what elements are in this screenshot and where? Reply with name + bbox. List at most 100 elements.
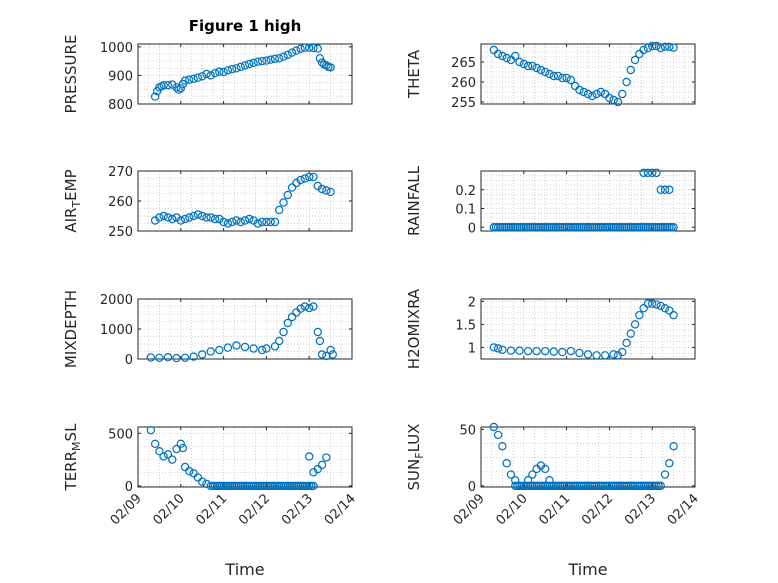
axes-frame: [137, 43, 353, 105]
data-point: [665, 459, 674, 468]
data-point: [163, 213, 173, 222]
data-point: [197, 211, 207, 221]
subplot-air_temp: 250 260 270 AIRTEMP: [62, 165, 353, 240]
data-point: [541, 464, 550, 474]
data-point: [553, 71, 563, 81]
data-point: [296, 44, 305, 54]
data-point: [579, 87, 588, 97]
data-point: [232, 341, 241, 350]
data-point: [309, 172, 318, 182]
y-tick-label: 0.2: [455, 184, 476, 199]
y-tick-label: 0: [125, 480, 133, 495]
data-point: [193, 73, 203, 82]
data-point: [174, 85, 183, 94]
grid-lines: [480, 44, 696, 104]
data-point: [322, 453, 331, 462]
data-point: [283, 50, 292, 60]
data-point: [223, 343, 233, 352]
data-point: [266, 55, 275, 64]
data-point: [583, 350, 593, 359]
data-point: [168, 80, 177, 89]
x-axis-label-right: Time: [567, 560, 607, 579]
data-point: [317, 184, 327, 194]
data-point: [660, 42, 670, 52]
y-tick-label: 900: [108, 69, 133, 84]
data-point: [626, 65, 636, 75]
data-point: [163, 80, 173, 90]
data-point: [253, 57, 263, 66]
data-point: [185, 75, 194, 84]
data-point: [305, 172, 314, 182]
axes-frame: [137, 426, 353, 488]
data-point: [206, 347, 215, 356]
y-tick-label: 0: [468, 480, 476, 495]
data-point: [240, 61, 250, 70]
data-point: [609, 350, 618, 359]
data-point: [206, 213, 215, 222]
data-point: [665, 42, 674, 52]
data-point: [635, 310, 644, 320]
subplot-theta: 255 260 265 THETA: [405, 41, 696, 111]
data-point: [257, 345, 267, 355]
y-axis-label: RAINFALL: [405, 165, 423, 236]
data-point: [583, 89, 593, 99]
data-point: [287, 183, 297, 192]
x-tick-label: 02/11: [536, 491, 573, 528]
data-point: [202, 213, 211, 222]
data-point: [558, 73, 567, 83]
data-point: [296, 304, 305, 313]
data-point: [232, 216, 241, 225]
data-point: [592, 351, 601, 360]
data-point: [159, 452, 168, 461]
y-axis-label: SUNFLUX: [405, 424, 426, 491]
data-point: [622, 77, 631, 87]
y-tick-label: 500: [108, 427, 133, 442]
data-point: [652, 168, 661, 178]
data-point: [210, 68, 220, 78]
data-point: [326, 187, 335, 197]
data-point: [219, 67, 228, 77]
data-point: [300, 43, 310, 52]
data-point: [652, 41, 661, 51]
data-point: [279, 327, 288, 337]
data-point: [227, 64, 237, 74]
data-point: [665, 306, 674, 315]
data-point: [150, 439, 160, 449]
data-point: [309, 302, 318, 311]
data-point: [626, 329, 636, 338]
data-point: [630, 55, 640, 65]
y-tick-label: 800: [108, 98, 133, 113]
data-point: [305, 452, 314, 461]
data-point: [287, 312, 297, 322]
data-point: [506, 470, 516, 479]
data-point: [575, 348, 584, 358]
x-tick-label: 02/10: [494, 491, 531, 528]
y-tick-label: 1: [468, 341, 476, 356]
data-point: [305, 303, 314, 313]
y-axis-label: MIXDEPTH: [62, 290, 80, 368]
data-point: [660, 304, 670, 313]
data-point: [240, 216, 250, 225]
y-tick-label: 1000: [100, 41, 133, 56]
data-point: [652, 300, 661, 309]
data-point: [566, 346, 576, 356]
x-tick-label: 02/14: [322, 491, 359, 528]
subplot-rainfall: 0 0.1 0.2 RAINFALL: [405, 165, 696, 236]
y-axis-label: AIRTEMP: [62, 169, 83, 232]
data-point: [227, 217, 237, 227]
data-point: [558, 347, 567, 357]
subplot-terr_msl: 0 500 02/09 02/10 02/11 02/12 02/13 02/14 TERRMS…: [62, 423, 359, 528]
data-point: [489, 422, 499, 432]
data-point: [300, 174, 310, 183]
x-tick-label: 02/10: [151, 491, 188, 528]
data-point: [309, 43, 318, 53]
data-point: [275, 54, 284, 63]
data-point: [219, 217, 228, 227]
data-point: [609, 95, 618, 105]
data-point: [279, 52, 288, 61]
data-point: [270, 342, 280, 351]
data-point: [283, 190, 292, 200]
data-point: [210, 214, 220, 224]
data-point: [159, 80, 168, 90]
